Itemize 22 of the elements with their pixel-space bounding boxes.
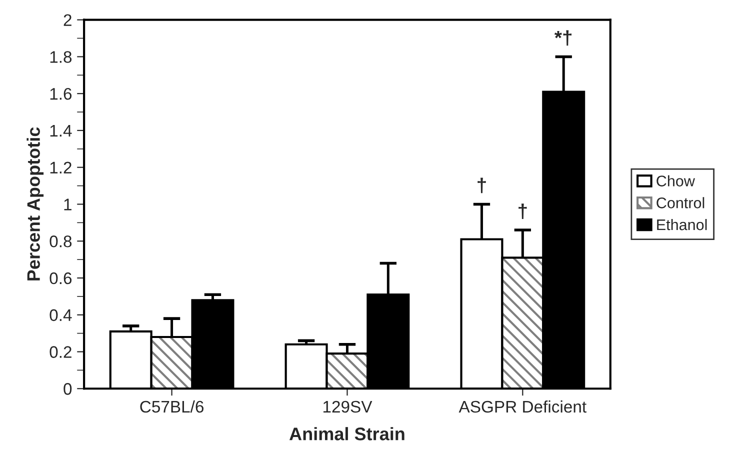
y-tick-label: 1.6 — [50, 88, 72, 100]
y-tick-label: 1.2 — [50, 162, 72, 174]
y-tick-label: 0 — [64, 383, 72, 395]
y-tick-label: 0.2 — [50, 346, 72, 358]
y-tick-label: 2 — [64, 14, 72, 26]
y-tick-label: 1.8 — [50, 51, 72, 63]
y-tick-label: 1.4 — [50, 125, 72, 136]
x-tick-label: ASGPR Deficient — [458, 400, 586, 413]
legend-label: Ethanol — [657, 218, 707, 230]
x-axis-title: Animal Strain — [289, 427, 404, 440]
y-tick-label: 0.4 — [50, 309, 72, 322]
annotation: † — [518, 204, 527, 219]
x-tick-label: 129SV — [323, 400, 372, 413]
annotation: † — [478, 178, 486, 194]
legend-label: Control — [656, 197, 704, 208]
y-axis-title: Percent Apoptotic — [26, 127, 44, 280]
y-tick-label: 0.6 — [50, 272, 72, 284]
annotation: *† — [554, 30, 572, 46]
legend-label: Chow — [656, 175, 695, 186]
x-tick-label: C57BL/6 — [140, 400, 204, 413]
y-tick-label: 0.8 — [50, 236, 72, 248]
y-tick-label: 1 — [64, 198, 72, 210]
